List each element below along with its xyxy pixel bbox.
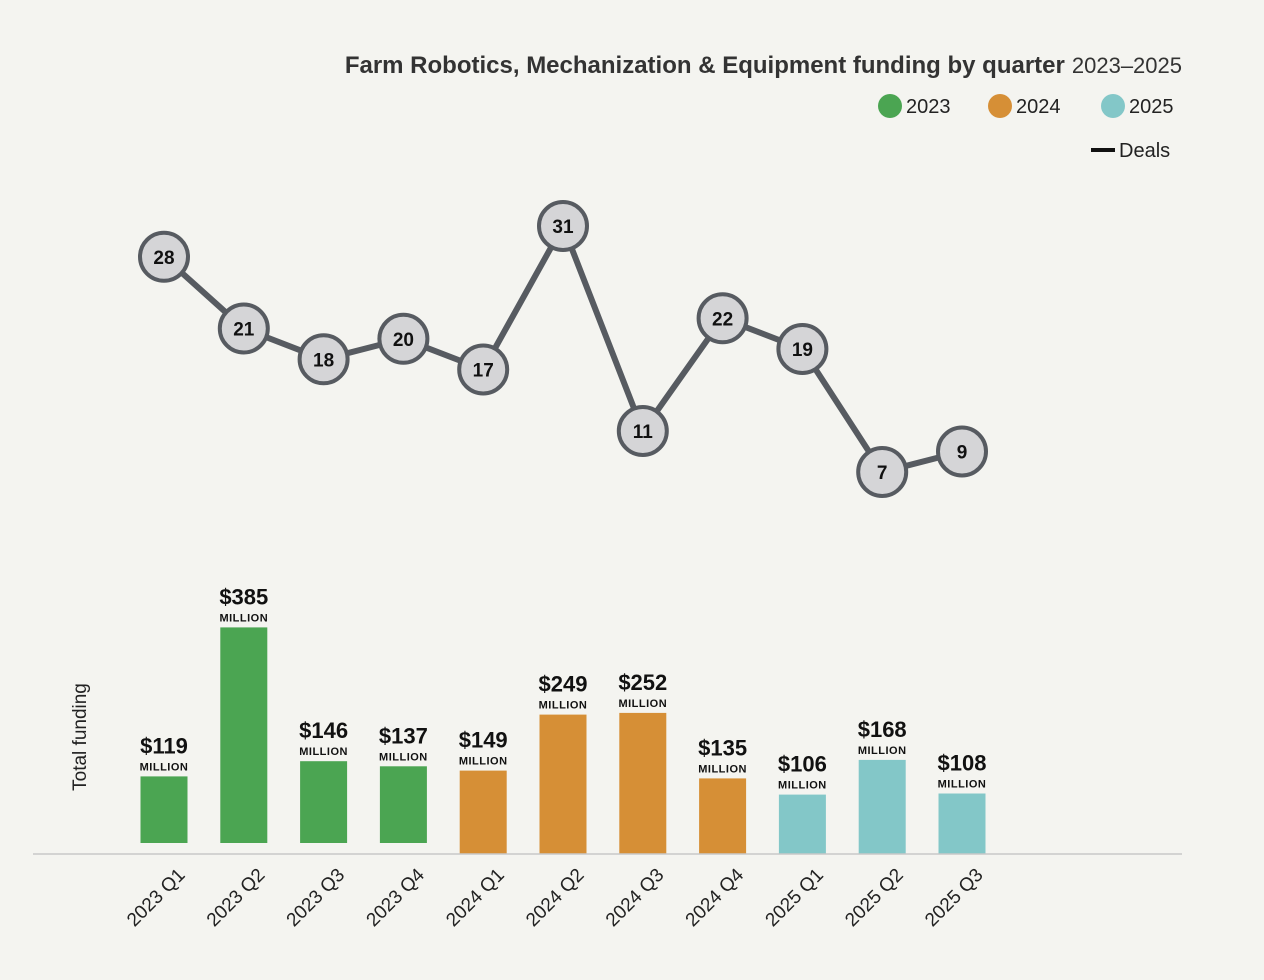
x-tick-label-0: 2023 Q1 (123, 865, 189, 931)
funding-value-label-7: $135 (698, 735, 747, 760)
funding-bar-2 (300, 761, 348, 843)
funding-value-label-10: $108 (938, 751, 987, 776)
funding-bar-5 (539, 714, 587, 854)
funding-bar-0 (140, 776, 188, 843)
deal-count-label-9: 7 (877, 463, 888, 484)
funding-value-label-8: $106 (778, 752, 827, 777)
funding-bar-6 (619, 712, 667, 854)
funding-value-label-6: $252 (618, 670, 667, 695)
funding-bar-8 (778, 794, 826, 854)
funding-unit-label-9: MILLION (858, 745, 907, 757)
deal-marker-6 (616, 405, 669, 457)
legend-swatch-2025 (1101, 94, 1125, 118)
funding-unit-label-6: MILLION (618, 698, 667, 710)
deal-marker-5 (537, 200, 589, 252)
funding-unit-label-8: MILLION (778, 780, 827, 792)
funding-value-label-5: $249 (539, 672, 588, 697)
deal-marker-3 (377, 312, 430, 365)
funding-value-label-2: $146 (299, 718, 348, 743)
chart-title: Farm Robotics, Mechanization & Equipment… (345, 52, 1182, 79)
legend-label-2023: 2023 (906, 96, 951, 118)
funding-bar-1 (220, 627, 268, 843)
chart-title-main: Farm Robotics, Mechanization & Equipment… (345, 52, 1065, 79)
funding-value-label-3: $137 (379, 723, 428, 748)
deal-marker-0 (138, 230, 190, 283)
deal-marker-9 (856, 446, 909, 498)
funding-value-label-1: $385 (219, 584, 268, 609)
legend: 2023 2024 2025 (878, 94, 1174, 118)
funding-bar-series: $119 MILLION $385 MILLION $146 MILLION $137 MIL… (140, 584, 987, 854)
deal-count-label-5: 31 (552, 217, 574, 238)
deal-marker-1 (217, 302, 270, 355)
deal-count-label-0: 28 (153, 248, 174, 269)
deal-marker-7 (696, 292, 749, 345)
x-axis-ticks: 2023 Q1 2023 Q2 2023 Q3 2023 Q4 2024 Q1 2024 … (123, 864, 987, 931)
deal-marker-8 (776, 323, 829, 375)
funding-unit-label-7: MILLION (698, 763, 747, 775)
funding-bar-3 (379, 766, 427, 843)
x-tick-label-1: 2023 Q2 (203, 865, 269, 931)
funding-bar-10 (938, 793, 986, 854)
funding-unit-label-0: MILLION (140, 761, 189, 773)
x-tick-label-9: 2025 Q2 (841, 865, 907, 931)
legend-swatch-2023 (878, 94, 902, 118)
x-tick-label-5: 2024 Q2 (522, 865, 588, 931)
deal-count-label-1: 21 (233, 320, 255, 341)
deal-marker-4 (457, 343, 510, 396)
funding-value-label-9: $168 (858, 717, 907, 742)
x-tick-label-4: 2024 Q1 (442, 865, 508, 931)
x-tick-label-3: 2023 Q4 (363, 864, 430, 931)
x-tick-label-2: 2023 Q3 (283, 865, 349, 931)
x-tick-label-10: 2025 Q3 (921, 865, 987, 931)
x-tick-label-8: 2025 Q1 (762, 865, 828, 931)
funding-unit-label-4: MILLION (459, 756, 508, 768)
legend-swatch-2024 (988, 94, 1012, 118)
legend-label-2025: 2025 (1129, 96, 1174, 118)
deal-count-label-10: 9 (957, 443, 968, 464)
funding-bar-7 (699, 778, 747, 854)
funding-bar-4 (459, 770, 507, 854)
deal-marker-2 (297, 333, 350, 386)
funding-bar-9 (858, 759, 906, 854)
deal-count-label-3: 20 (393, 330, 414, 351)
deals-legend-label: Deals (1119, 140, 1170, 162)
x-tick-label-7: 2024 Q4 (682, 864, 749, 931)
deals-line (161, 223, 965, 475)
funding-unit-label-10: MILLION (938, 779, 987, 791)
funding-value-label-0: $119 (140, 733, 188, 758)
legend-label-2024: 2024 (1016, 96, 1061, 118)
funding-unit-label-2: MILLION (299, 746, 348, 758)
funding-unit-label-3: MILLION (379, 751, 428, 763)
funding-unit-label-1: MILLION (219, 612, 268, 624)
deals-line-series: 28 21 18 20 17 31 11 22 19 7 9 (138, 200, 988, 498)
deal-count-label-7: 22 (712, 309, 733, 330)
deals-legend: Deals (1091, 140, 1170, 162)
funding-value-label-4: $149 (459, 728, 508, 753)
chart-title-years: 2023–2025 (1072, 53, 1182, 78)
deal-count-label-2: 18 (313, 350, 334, 371)
y-axis-title: Total funding (70, 683, 91, 791)
x-tick-label-6: 2024 Q3 (602, 865, 668, 931)
deal-count-label-4: 17 (473, 361, 494, 382)
deal-marker-10 (936, 425, 988, 478)
deal-count-label-6: 11 (633, 422, 654, 443)
funding-unit-label-5: MILLION (539, 700, 588, 712)
deal-count-label-8: 19 (792, 340, 813, 361)
